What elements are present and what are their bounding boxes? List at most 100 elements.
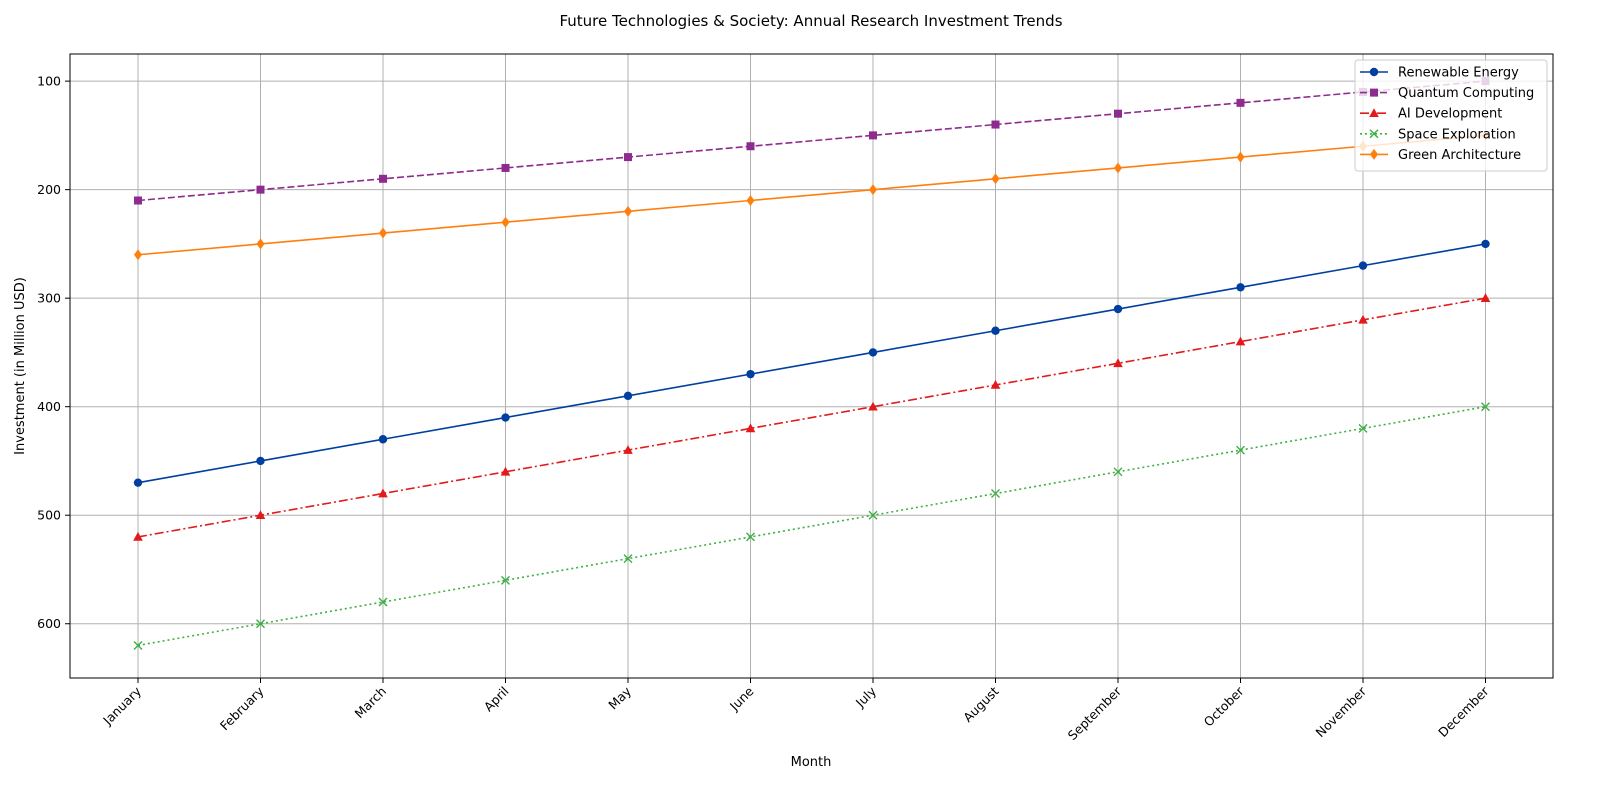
data-point	[746, 369, 755, 379]
data-point	[991, 489, 1000, 499]
data-point	[746, 532, 755, 542]
legend-marker	[1370, 148, 1378, 160]
legend-marker	[1369, 108, 1379, 117]
data-point	[868, 510, 878, 520]
data-point	[133, 531, 143, 541]
data-point	[501, 413, 510, 422]
data-point	[623, 391, 633, 401]
series-line	[137, 243, 1486, 484]
plot-frame	[69, 53, 1554, 679]
data-point	[1236, 283, 1245, 292]
data-point	[1235, 336, 1246, 346]
data-point	[1113, 304, 1123, 314]
x-tick-label: May	[605, 683, 634, 712]
x-tick-label: December	[1435, 683, 1492, 740]
series-line	[137, 134, 1486, 256]
data-point	[745, 423, 756, 433]
x-tick-label: November	[1313, 683, 1370, 740]
data-point	[378, 597, 388, 607]
y-tick-label: 600	[37, 616, 61, 631]
data-point	[869, 131, 877, 140]
data-point	[991, 326, 1000, 335]
series-group	[133, 77, 1491, 650]
data-point	[1113, 358, 1123, 368]
legend: Renewable Energy Quantum Computing AI Deve…	[1354, 59, 1548, 172]
data-point	[256, 619, 265, 629]
data-point	[1481, 239, 1490, 249]
legend-label: AI Development	[1398, 107, 1502, 122]
data-point	[1236, 445, 1245, 455]
x-tick-label: April	[481, 684, 512, 715]
legend-label: Green Architecture	[1398, 148, 1521, 163]
data-point	[868, 401, 878, 411]
data-point	[624, 205, 632, 217]
data-point	[378, 435, 388, 444]
data-point	[746, 142, 755, 151]
data-point	[1481, 402, 1490, 412]
x-tick-label: August	[960, 683, 1002, 725]
data-point	[500, 466, 511, 476]
series-ai-development	[133, 293, 1491, 541]
series-line	[137, 297, 1486, 538]
x-tick-label: July	[852, 683, 880, 711]
data-point	[379, 174, 387, 183]
data-point	[133, 640, 143, 650]
data-point	[501, 216, 510, 228]
legend-marker	[1369, 67, 1379, 77]
series-line	[137, 405, 1486, 647]
y-tick-label: 500	[37, 508, 61, 523]
chart-title: Future Technologies & Society: Annual Re…	[559, 12, 1062, 30]
data-point	[990, 379, 1001, 389]
data-point	[623, 445, 633, 454]
data-point	[133, 478, 143, 487]
y-axis-label: Investment (in Million USD)	[13, 277, 28, 455]
y-tick-label: 100	[37, 74, 61, 89]
grid	[70, 54, 1553, 678]
data-point	[1480, 293, 1491, 302]
data-point	[501, 575, 510, 585]
legend-label: Quantum Computing	[1398, 86, 1534, 101]
legend-item: Quantum Computing	[1360, 86, 1534, 101]
x-tick-label: February	[217, 683, 267, 733]
x-tick-label: March	[352, 684, 390, 722]
legend-marker	[1370, 88, 1378, 97]
y-tick-label: 300	[37, 291, 61, 306]
y-tick-label: 200	[37, 182, 61, 197]
x-tick-label: June	[726, 683, 757, 714]
legend-marker	[1369, 129, 1379, 139]
x-axis-label: Month	[791, 755, 832, 770]
data-point	[1114, 109, 1122, 118]
series-renewable-energy	[133, 239, 1490, 487]
data-point	[501, 163, 510, 172]
legend-item: Green Architecture	[1360, 148, 1521, 163]
data-point	[379, 227, 387, 239]
data-point	[868, 348, 878, 357]
series-space-exploration	[133, 402, 1490, 650]
data-point	[255, 510, 266, 520]
legend-item: Renewable Energy	[1360, 66, 1519, 81]
legend-item: AI Development	[1360, 107, 1502, 122]
data-point	[1113, 467, 1123, 477]
series-line	[137, 80, 1486, 202]
data-point	[256, 185, 265, 194]
legend-item: Space Exploration	[1360, 127, 1516, 142]
legend-label: Space Exploration	[1398, 127, 1516, 142]
data-point	[256, 238, 265, 250]
data-point	[1236, 98, 1245, 107]
data-point	[991, 120, 1000, 129]
x-axis: January February March April May June July Augu…	[99, 678, 1492, 743]
data-point	[623, 554, 633, 564]
series-quantum-computing	[134, 77, 1490, 205]
data-point	[256, 456, 265, 466]
data-point	[1358, 314, 1368, 324]
data-point	[134, 249, 142, 261]
x-tick-label: September	[1065, 683, 1125, 743]
legend-label: Renewable Energy	[1398, 66, 1519, 81]
data-point	[134, 196, 142, 205]
y-axis: 100 200 300 400 500 600	[37, 74, 70, 631]
data-point	[1114, 162, 1122, 174]
data-point	[624, 153, 632, 162]
data-point	[1236, 151, 1245, 163]
legend-box	[1354, 59, 1548, 172]
